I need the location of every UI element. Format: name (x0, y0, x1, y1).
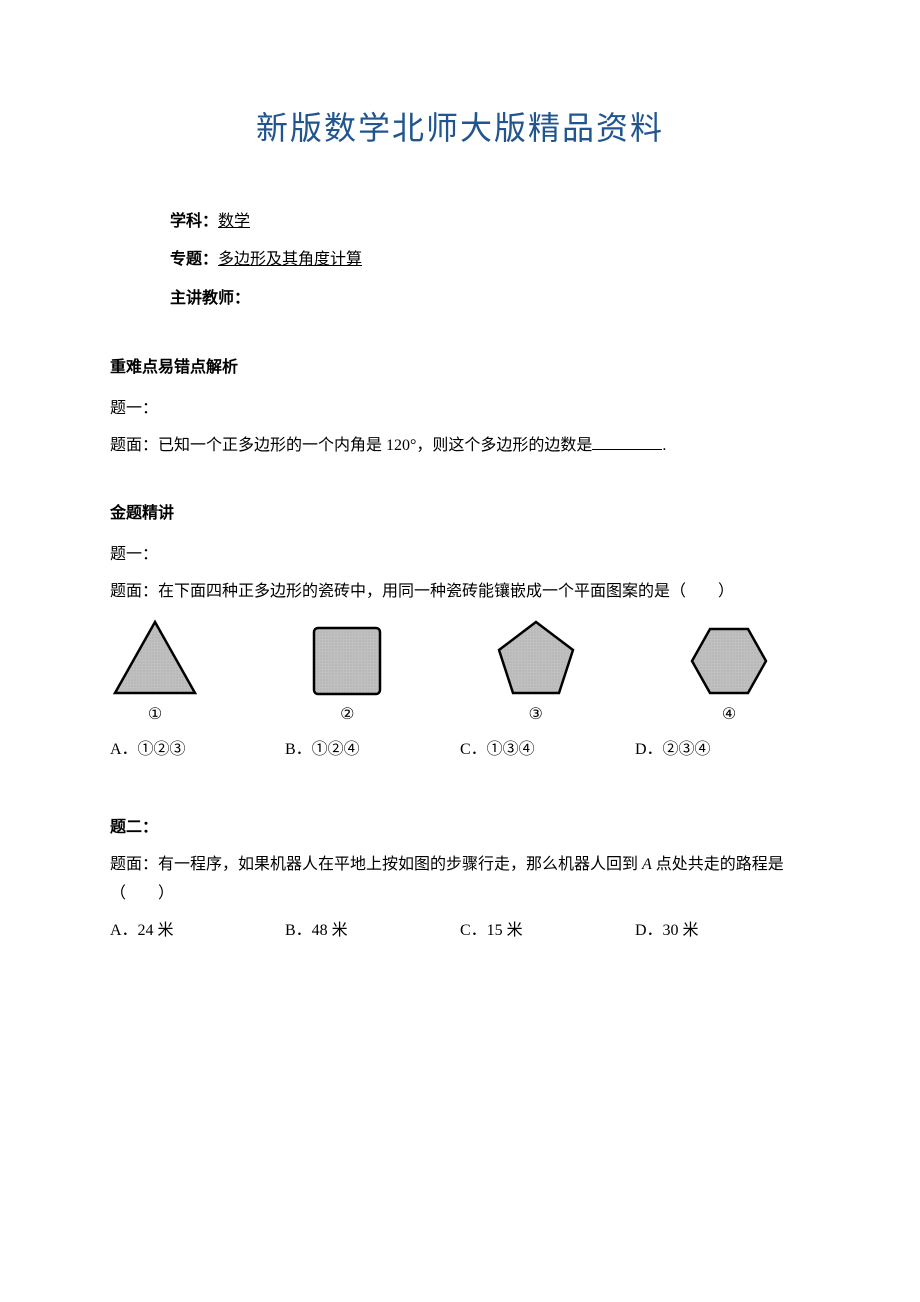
section1-q1-label: 题一： (110, 395, 810, 424)
shape-label-3: ③ (495, 701, 577, 730)
subject-label: 学科： (170, 213, 218, 230)
q2-option-d: D．30 米 (635, 917, 810, 946)
q2-text-prefix: 题面：有一程序，如果机器人在平地上按如图的步骤行走，那么机器人回到 (110, 856, 642, 873)
option-b: B．①②④ (285, 736, 460, 765)
teacher-line: 主讲教师： (170, 285, 810, 314)
topic-line: 专题：多边形及其角度计算 (170, 246, 810, 275)
section2-q1-label: 题一： (110, 541, 810, 570)
subject-value: 数学 (218, 213, 250, 230)
meta-section: 学科：数学 专题：多边形及其角度计算 主讲教师： (170, 208, 810, 314)
q1-options-row: A．①②③ B．①②④ C．①③④ D．②③④ (110, 736, 810, 765)
page-title: 新版数学北师大版精品资料 (110, 100, 810, 158)
q2-var-a: A (642, 856, 652, 873)
section-gold-questions: 金题精讲 题一： 题面：在下面四种正多边形的瓷砖中，用同一种瓷砖能镶嵌成一个平面… (110, 500, 810, 945)
section2-header: 金题精讲 (110, 500, 810, 529)
subject-line: 学科：数学 (170, 208, 810, 237)
q2-option-a: A．24 米 (110, 917, 285, 946)
shape-pentagon-container: ③ (495, 619, 577, 730)
section-difficult-points: 重难点易错点解析 题一： 题面：已知一个正多边形的一个内角是 120°，则这个多… (110, 354, 810, 460)
q2-option-c: C．15 米 (460, 917, 635, 946)
section2-q2-text: 题面：有一程序，如果机器人在平地上按如图的步骤行走，那么机器人回到 A 点处共走… (110, 851, 810, 909)
section2-q1-text: 题面：在下面四种正多边形的瓷砖中，用同一种瓷砖能镶嵌成一个平面图案的是（ ） (110, 578, 810, 607)
shape-label-2: ② (311, 701, 383, 730)
teacher-label: 主讲教师： (170, 290, 250, 307)
section1-q1-text: 题面：已知一个正多边形的一个内角是 120°，则这个多边形的边数是. (110, 432, 810, 461)
q1-text-before: 题面：已知一个正多边形的一个内角是 120°，则这个多边形的边数是 (110, 437, 592, 454)
hexagon-icon (688, 625, 770, 697)
q2-options-row: A．24 米 B．48 米 C．15 米 D．30 米 (110, 917, 810, 946)
topic-label: 专题： (170, 251, 218, 268)
shape-label-1: ① (110, 701, 200, 730)
square-icon (311, 625, 383, 697)
q2-option-b: B．48 米 (285, 917, 460, 946)
pentagon-icon (495, 619, 577, 697)
blank-fill (592, 449, 662, 450)
option-d: D．②③④ (635, 736, 810, 765)
triangle-icon (110, 619, 200, 697)
q1-text-after: . (662, 437, 666, 454)
section1-header: 重难点易错点解析 (110, 354, 810, 383)
option-a: A．①②③ (110, 736, 285, 765)
shape-hexagon-container: ④ (688, 619, 770, 730)
shapes-row: ① ② (110, 619, 810, 730)
shape-label-4: ④ (688, 701, 770, 730)
topic-value: 多边形及其角度计算 (218, 251, 362, 268)
shape-triangle-container: ① (110, 619, 200, 730)
option-c: C．①③④ (460, 736, 635, 765)
shape-square-container: ② (311, 619, 383, 730)
section2-q2-label: 题二： (110, 814, 810, 843)
